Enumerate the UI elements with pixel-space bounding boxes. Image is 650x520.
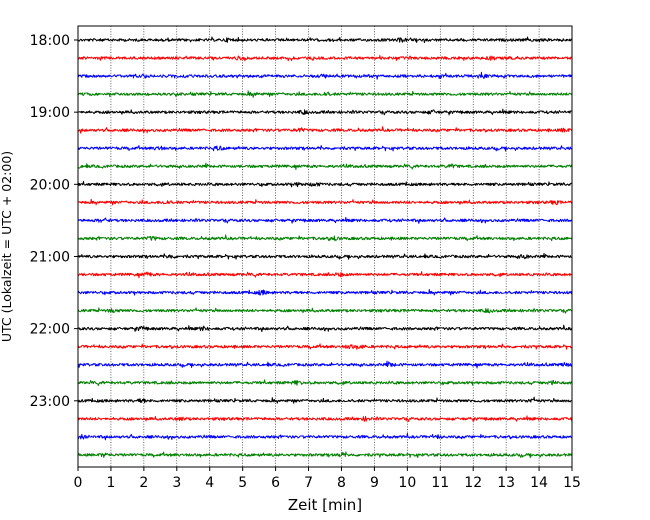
plot-frame bbox=[77, 25, 573, 468]
x-tick-label: 12 bbox=[464, 475, 482, 491]
trace-2330 bbox=[77, 432, 573, 441]
trace-1915 bbox=[77, 126, 573, 134]
y-tick-label: 23:00 bbox=[30, 394, 70, 410]
trace-2230 bbox=[77, 360, 573, 369]
trace-2115 bbox=[77, 271, 573, 279]
trace-2130 bbox=[77, 288, 573, 296]
trace-1900 bbox=[77, 108, 573, 116]
x-gridlines bbox=[110, 26, 540, 467]
trace-1830 bbox=[77, 71, 573, 80]
trace-2200 bbox=[77, 324, 573, 333]
x-axis: 0 1 2 3 4 5 6 7 8 9 10 11 12 13 14 15 bbox=[74, 467, 581, 491]
x-tick-label: 11 bbox=[431, 475, 449, 491]
trace-1930 bbox=[77, 144, 573, 152]
x-tick-label: 5 bbox=[238, 475, 247, 491]
trace-1945 bbox=[77, 162, 573, 171]
x-tick-label: 10 bbox=[398, 475, 416, 491]
y-tick-label: 20:00 bbox=[30, 177, 70, 193]
trace-2015 bbox=[77, 198, 573, 206]
x-tick-label: 6 bbox=[271, 475, 280, 491]
trace-1800 bbox=[77, 36, 573, 44]
trace-2215 bbox=[77, 343, 572, 350]
x-tick-label: 3 bbox=[172, 475, 181, 491]
traces bbox=[77, 36, 573, 459]
x-tick-label: 13 bbox=[497, 475, 515, 491]
y-axis-title: UTC (Lokalzeit = UTC + 02:00) bbox=[0, 151, 14, 342]
trace-2000 bbox=[77, 180, 573, 188]
trace-2045 bbox=[77, 234, 573, 242]
x-tick-label: 8 bbox=[337, 475, 346, 491]
trace-1815 bbox=[77, 55, 573, 62]
trace-2145 bbox=[77, 307, 573, 314]
y-tick-label: 19:00 bbox=[30, 105, 70, 121]
y-axis: 18:00 19:00 20:00 21:00 22:00 23:00 bbox=[30, 33, 78, 410]
x-tick-label: 15 bbox=[563, 475, 581, 491]
y-tick-label: 21:00 bbox=[30, 249, 70, 265]
trace-2100 bbox=[77, 252, 573, 260]
trace-2030 bbox=[77, 216, 573, 224]
x-tick-label: 4 bbox=[205, 475, 214, 491]
x-axis-title: Zeit [min] bbox=[288, 496, 362, 514]
x-tick-label: 2 bbox=[139, 475, 148, 491]
trace-2345 bbox=[77, 451, 573, 459]
x-tick-label: 14 bbox=[530, 475, 548, 491]
x-tick-label: 9 bbox=[370, 475, 379, 491]
trace-2245 bbox=[77, 379, 573, 387]
x-tick-label: 1 bbox=[106, 475, 115, 491]
trace-2300 bbox=[77, 396, 573, 404]
y-tick-label: 22:00 bbox=[30, 322, 70, 338]
y-tick-label: 18:00 bbox=[30, 33, 70, 49]
trace-1845 bbox=[77, 90, 573, 98]
x-tick-label: 0 bbox=[74, 475, 83, 491]
x-tick-label: 7 bbox=[304, 475, 313, 491]
trace-2315 bbox=[77, 415, 573, 423]
